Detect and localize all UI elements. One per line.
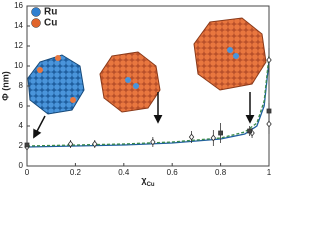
legend-marker [31,18,41,28]
arrow [33,115,46,139]
point [92,140,98,148]
point [210,134,217,142]
ru-atom [227,47,233,53]
y-tick-label: 0 [19,161,24,170]
point [188,133,195,141]
point [24,142,30,148]
ru-particle [27,54,85,115]
x-tick-label: 0.8 [215,168,227,177]
x-tick-label: 0.2 [70,168,82,177]
x-tick-label: 0.6 [167,168,179,177]
point [266,120,272,128]
x-axis-symbol: χ [141,175,147,185]
legend-label: Ru [44,7,57,18]
point [67,140,74,148]
point [218,130,224,136]
point [266,108,272,114]
ru-atom [133,83,139,89]
ru-atom [233,53,239,59]
y-tick-label: 6 [19,101,24,110]
cu-atom [55,55,61,61]
y-tick-label: 12 [14,41,23,50]
cu-particle [193,17,267,91]
y-tick-label: 14 [14,21,23,30]
y-tick-label: 10 [14,61,23,70]
x-axis-subscript: Cu [147,182,155,188]
x-tick-label: 0 [25,168,30,177]
point [150,138,156,146]
point [266,56,272,64]
ru-atom [125,77,131,83]
y-axis-label: Φ (nm) [0,71,10,100]
nanoparticle-images [27,17,267,139]
x-tick-label: 1 [267,168,272,177]
cu-atom [37,67,43,73]
legend-label: Cu [44,18,57,29]
y-tick-label: 8 [19,81,24,90]
y-tick-label: 4 [19,121,24,130]
y-tick-label: 16 [14,1,23,10]
x-tick-label: 0.4 [118,168,130,177]
cu-atom [70,97,76,103]
legend-marker [31,7,41,17]
y-tick-label: 2 [19,141,24,150]
point [247,128,253,134]
x-axis-label: χCu [141,175,155,187]
